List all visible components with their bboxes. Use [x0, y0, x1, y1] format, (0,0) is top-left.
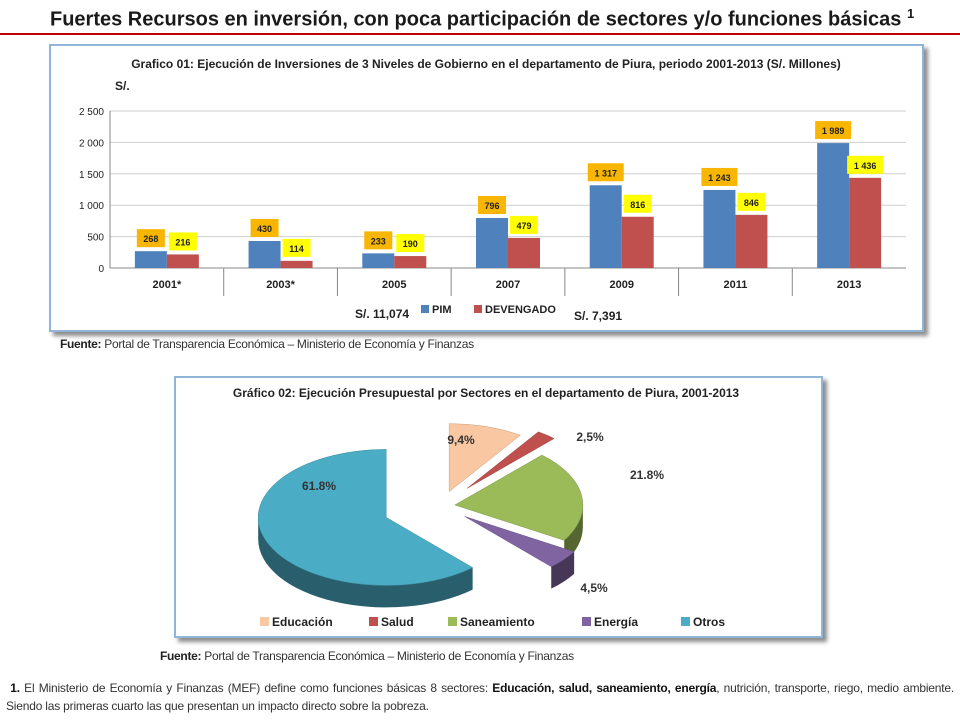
- chart2-source: Fuente: Portal de Transparencia Económic…: [160, 649, 574, 663]
- chart1-data-label-box: [478, 196, 506, 215]
- chart1-bar-pim: [476, 218, 508, 268]
- chart1-xtick-label: 2001*: [152, 279, 181, 291]
- chart1-data-label-box: [847, 155, 884, 174]
- chart2-legend-swatch: [260, 617, 269, 626]
- chart2-legend-swatch: [448, 617, 457, 626]
- chart1-bar-pim: [248, 240, 281, 268]
- investment-bar-chart: Grafico 01: Ejecución de Inversiones de …: [79, 57, 906, 323]
- chart1-xtick-label: 2003*: [266, 279, 295, 291]
- chart1-ytick-label: 1 000: [79, 201, 104, 212]
- chart1-legend-label: DEVENGADO: [485, 304, 556, 316]
- chart1-bar-pim: [589, 185, 622, 268]
- chart1-ytick-label: 2 000: [79, 138, 104, 149]
- chart1-xtick-label: 2011: [723, 279, 747, 291]
- chart1-data-label-box: [168, 232, 197, 251]
- chart2-legend-swatch: [582, 617, 591, 626]
- chart1-data-label: 430: [257, 224, 272, 234]
- chart2-slice-educación: [448, 423, 521, 493]
- chart1-annotation-devengado-total: S/. 7,391: [574, 309, 622, 323]
- chart1-xtick-label: 2013: [837, 279, 861, 291]
- chart1-xtick-label: 2009: [609, 279, 633, 291]
- chart1-annotation-pim-total: S/. 11,074: [355, 307, 409, 321]
- chart1-data-label: 114: [289, 244, 304, 254]
- chart1-legend-swatch: [474, 305, 482, 313]
- chart1-title: Grafico 01: Ejecución de Inversiones de …: [131, 57, 841, 71]
- chart2-slice-otros: [258, 449, 474, 586]
- chart1-bar-devengado: [394, 256, 427, 268]
- chart1-xtick-label: 2007: [496, 279, 520, 291]
- chart2-data-label: 61.8%: [302, 479, 336, 493]
- title-footnote-marker: 1: [906, 6, 915, 21]
- chart1-data-label: 233: [371, 236, 386, 246]
- chart1-legend-label: PIM: [432, 304, 452, 316]
- chart1-ytick-label: 0: [98, 264, 104, 275]
- chart1-data-label-box: [623, 194, 652, 213]
- investment-bar-chart-panel: Grafico 01: Ejecución de Inversiones de …: [49, 44, 924, 332]
- chart2-slice-side-saneamiento: [564, 504, 583, 563]
- chart1-ytick-label: 2 500: [79, 107, 104, 118]
- chart2-legend-label: Salud: [381, 615, 414, 629]
- chart1-data-label: 268: [143, 234, 158, 244]
- chart1-data-label: 816: [630, 200, 645, 210]
- sector-pie-chart: Gráfico 02: Ejecución Presupuestal por S…: [233, 386, 740, 629]
- chart1-data-label: 479: [516, 221, 531, 231]
- chart1-data-label-box: [815, 121, 852, 140]
- chart2-slice-tops: [258, 423, 584, 586]
- chart1-legend-swatch: [421, 305, 429, 313]
- chart2-data-label: 2,5%: [576, 430, 604, 444]
- footnote: 1. El Ministerio de Economía y Finanzas …: [6, 681, 954, 713]
- chart1-bar-devengado: [849, 177, 882, 268]
- chart1-data-label: 1 989: [822, 126, 845, 136]
- chart1-bar-pim: [703, 189, 736, 268]
- chart1-data-label: 1 243: [708, 173, 731, 183]
- chart1-data-label-box: [282, 238, 311, 257]
- chart2-legend-label: Saneamiento: [460, 615, 535, 629]
- chart1-data-label-box: [364, 231, 393, 250]
- chart1-data-label-box: [737, 192, 766, 211]
- chart2-legend-label: Otros: [693, 615, 725, 629]
- chart2-slice-energía: [464, 516, 575, 567]
- chart1-data-label: 1 436: [854, 161, 877, 171]
- chart1-ytick-label: 500: [87, 233, 104, 244]
- sector-pie-chart-panel: Gráfico 02: Ejecución Presupuestal por S…: [174, 376, 823, 638]
- chart1-data-label-box: [701, 167, 738, 186]
- chart1-bar-devengado: [166, 254, 199, 268]
- chart2-legend-label: Energía: [594, 615, 638, 629]
- chart1-ylabel: S/.: [115, 79, 130, 93]
- chart1-bar-devengado: [508, 237, 540, 268]
- chart1-bar-pim: [134, 251, 167, 268]
- chart2-data-label: 9,4%: [447, 433, 475, 447]
- chart2-data-label: 4,5%: [580, 581, 608, 595]
- chart2-legend-label: Educación: [272, 615, 333, 629]
- chart2-legend-swatch: [369, 617, 378, 626]
- chart1-data-label: 846: [744, 198, 759, 208]
- chart1-data-label: 216: [175, 237, 190, 247]
- chart2-slice-side-otros: [258, 517, 473, 608]
- chart2-slice-saneamiento: [454, 454, 584, 541]
- chart1-data-label-box: [136, 229, 165, 248]
- chart1-ytick-label: 1 500: [79, 170, 104, 181]
- chart1-xtick-label: 2005: [382, 279, 406, 291]
- chart1-data-label-box: [587, 163, 624, 182]
- chart1-source: Fuente: Portal de Transparencia Económic…: [60, 337, 474, 351]
- title-underline: [0, 33, 960, 35]
- chart1-data-label-box: [250, 218, 279, 237]
- chart1-data-label-box: [396, 234, 425, 253]
- chart2-slice-salud: [466, 431, 555, 489]
- chart2-legend-swatch: [681, 617, 690, 626]
- chart1-data-label: 1 317: [594, 168, 617, 178]
- chart1-bar-devengado: [735, 214, 768, 268]
- chart1-bar-pim: [817, 143, 850, 268]
- chart2-data-label: 21.8%: [630, 468, 664, 482]
- chart1-bar-devengado: [280, 260, 313, 268]
- chart2-slice-sides: [258, 504, 583, 608]
- chart1-bar-devengado: [621, 216, 654, 268]
- chart2-slice-side-energía: [551, 551, 575, 589]
- chart1-bar-pim: [362, 253, 395, 268]
- chart1-data-label: 190: [403, 239, 418, 249]
- chart2-title: Gráfico 02: Ejecución Presupuestal por S…: [233, 386, 740, 400]
- page-title: Fuertes Recursos en inversión, con poca …: [50, 6, 915, 31]
- chart1-data-label-box: [510, 215, 538, 234]
- chart1-data-label: 796: [484, 201, 499, 211]
